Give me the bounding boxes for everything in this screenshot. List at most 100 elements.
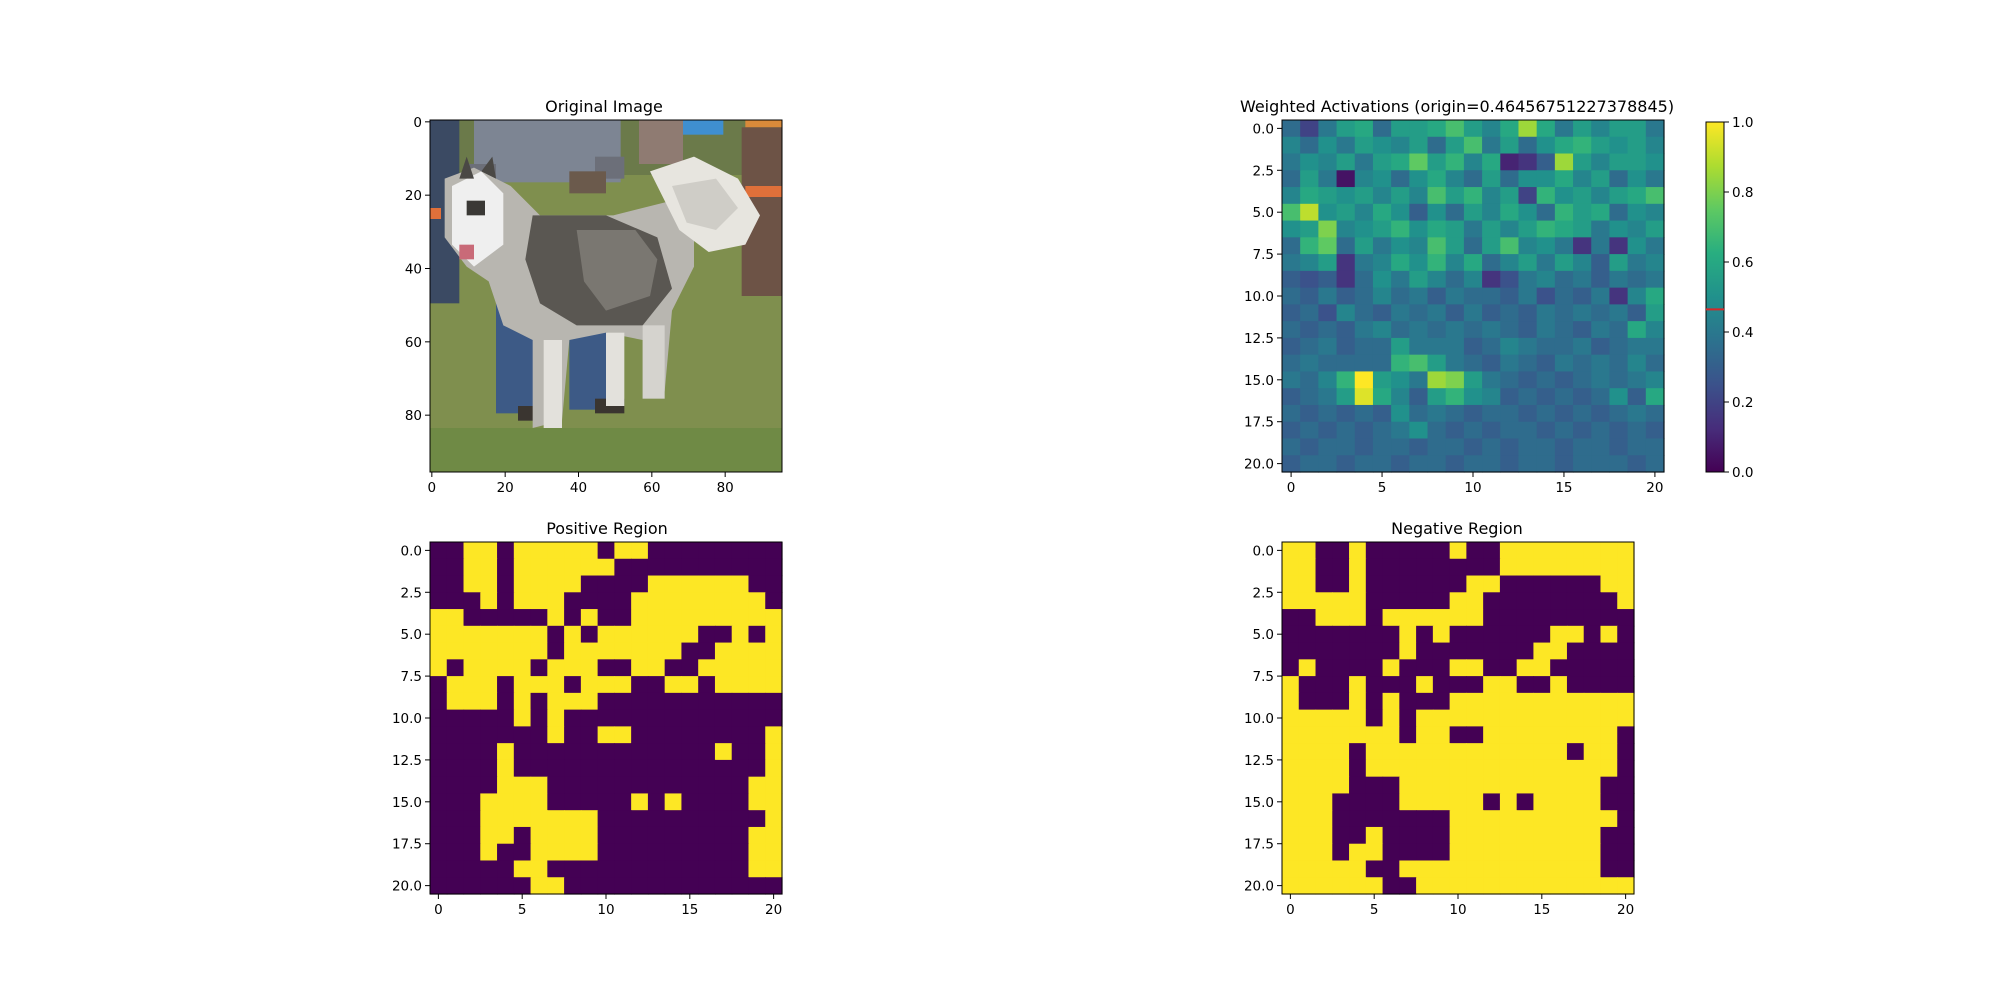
heatmap-cell [513, 642, 532, 660]
heatmap-cell [698, 860, 716, 878]
heatmap-cell [1445, 120, 1465, 138]
heatmap-cell [1300, 170, 1319, 188]
heatmap-cell [1445, 153, 1465, 171]
heatmap-cell [497, 659, 515, 677]
heatmap-cell [564, 793, 582, 811]
heatmap-cell [580, 877, 599, 895]
heatmap-cell [564, 826, 582, 845]
heatmap-cell [1600, 625, 1618, 644]
heatmap-cell [1300, 371, 1319, 389]
heatmap-cell [714, 676, 733, 694]
heatmap-cell [1449, 642, 1467, 660]
heatmap-cell [1573, 354, 1592, 373]
heatmap-cell [530, 793, 548, 811]
heatmap-cell [597, 659, 615, 677]
heatmap-cell [1372, 287, 1392, 305]
heatmap-cell [681, 558, 699, 577]
heatmap-cell [664, 826, 683, 845]
heatmap-cell [463, 609, 481, 627]
heatmap-cell [480, 659, 498, 677]
heatmap-cell [1554, 136, 1574, 155]
heatmap-cell [1554, 337, 1574, 356]
heatmap-cell [1449, 625, 1467, 644]
heatmap-cell [1332, 659, 1350, 677]
heatmap-cell [1536, 136, 1556, 155]
heatmap-cell [1432, 860, 1451, 878]
heatmap-cell [1300, 321, 1319, 339]
heatmap-cell [1483, 826, 1501, 845]
heatmap-cell [1463, 237, 1483, 255]
heatmap-cell [1500, 170, 1520, 188]
heatmap-cell [731, 877, 750, 895]
heatmap-cell [765, 642, 783, 660]
heatmap-cell [547, 542, 565, 560]
heatmap-cell [1500, 404, 1520, 423]
y-tick-label: 10.0 [392, 711, 422, 727]
heatmap-cell [547, 625, 565, 644]
heatmap-cell [1627, 421, 1647, 440]
heatmap-cell [1483, 877, 1501, 895]
heatmap-cell [1482, 388, 1501, 406]
heatmap-cell [714, 558, 733, 577]
heatmap-cell [1583, 558, 1602, 577]
heatmap-cell [1449, 743, 1467, 761]
heatmap-cell [1500, 371, 1520, 389]
heatmap-cell [1466, 776, 1484, 795]
heatmap-cell [1550, 659, 1568, 677]
heatmap-cell [1518, 237, 1538, 255]
heatmap-cell [1432, 776, 1451, 795]
heatmap-cell [1573, 404, 1592, 423]
heatmap-cell [1609, 455, 1629, 473]
heatmap-cell [513, 575, 532, 593]
heatmap-cell [1399, 759, 1417, 778]
heatmap-cell [1391, 153, 1410, 171]
heatmap-cell [631, 726, 649, 744]
heatmap-cell [1600, 542, 1618, 560]
heatmap-cell [513, 877, 532, 895]
heatmap-cell [647, 659, 666, 677]
heatmap-cell [1516, 659, 1535, 677]
heatmap-cell [1365, 709, 1384, 727]
heatmap-cell [513, 793, 532, 811]
heatmap-cell [631, 843, 649, 862]
x-tick-label: 20 [1617, 902, 1634, 918]
heatmap-cell [1518, 136, 1538, 155]
heatmap-cell [1282, 793, 1300, 811]
heatmap-cell [1282, 726, 1300, 744]
heatmap-cell [647, 609, 666, 627]
heatmap-cell [681, 877, 699, 895]
weighted-activations-heatmap [1282, 120, 1665, 473]
heatmap-cell [1315, 860, 1333, 878]
heatmap-cell [614, 793, 632, 811]
heatmap-cell [1516, 592, 1535, 610]
heatmap-cell [1466, 843, 1484, 862]
heatmap-cell [1573, 270, 1592, 289]
heatmap-cell [1554, 304, 1574, 322]
heatmap-cell [1449, 592, 1467, 610]
heatmap-cell [1554, 421, 1574, 440]
heatmap-cell [1466, 625, 1484, 644]
heatmap-cell [1399, 642, 1417, 660]
heatmap-cell [430, 659, 448, 677]
heatmap-cell [614, 609, 632, 627]
heatmap-cell [1627, 438, 1647, 456]
heatmap-cell [765, 676, 783, 694]
heatmap-cell [1617, 726, 1635, 744]
heatmap-cell [647, 676, 666, 694]
heatmap-cell [1550, 676, 1568, 694]
heatmap-cell [1445, 203, 1465, 222]
heatmap-cell [681, 659, 699, 677]
heatmap-cell [1483, 743, 1501, 761]
heatmap-cell [1391, 254, 1410, 272]
heatmap-cell [1282, 877, 1300, 895]
heatmap-cell [530, 642, 548, 660]
heatmap-cell [1318, 337, 1338, 356]
heatmap-cell [731, 592, 750, 610]
heatmap-cell [1482, 120, 1501, 138]
heatmap-cell [1449, 759, 1467, 778]
heatmap-cell [446, 776, 465, 795]
heatmap-cell [547, 676, 565, 694]
heatmap-cell [647, 575, 666, 593]
heatmap-cell [1315, 877, 1333, 895]
heatmap-cell [664, 759, 683, 778]
